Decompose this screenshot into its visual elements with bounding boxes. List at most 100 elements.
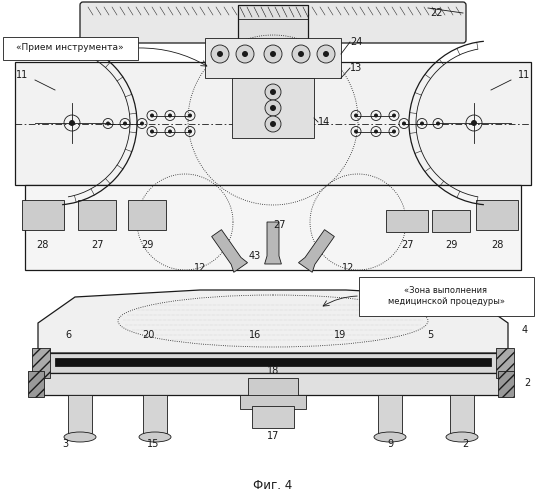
Bar [450,395,474,433]
Circle shape [211,45,229,63]
Text: 43: 43 [249,251,261,261]
Circle shape [168,114,172,117]
Bar [238,5,308,62]
Bar [45,353,501,373]
Circle shape [270,51,276,57]
Circle shape [140,122,144,126]
Bar [42,373,504,395]
Circle shape [392,114,396,117]
Text: 18: 18 [267,366,279,376]
Text: 11: 11 [16,70,28,80]
Bar [432,210,470,232]
Bar [232,78,314,138]
Text: 9: 9 [387,439,393,449]
Bar [476,200,518,230]
Text: 2: 2 [462,439,468,449]
Text: 4: 4 [522,325,528,335]
Bar [78,200,116,230]
Circle shape [265,100,281,116]
Text: 22: 22 [430,8,442,18]
Circle shape [217,51,223,57]
Text: 5: 5 [427,330,433,340]
Bar [55,358,491,366]
Circle shape [436,122,440,126]
Circle shape [354,130,358,134]
Text: 20: 20 [142,330,154,340]
Text: 27: 27 [91,240,103,250]
Circle shape [270,121,276,127]
Circle shape [188,114,192,117]
Bar [143,395,167,433]
Polygon shape [38,290,508,353]
Ellipse shape [139,432,171,442]
Bar [68,395,92,433]
Ellipse shape [374,432,406,442]
Bar [252,406,294,428]
Bar [28,371,44,397]
Polygon shape [212,230,247,272]
Circle shape [242,51,248,57]
Text: 17: 17 [267,431,279,441]
Circle shape [420,122,424,126]
Circle shape [374,130,378,134]
Circle shape [106,122,110,126]
Text: 27: 27 [401,240,413,250]
Circle shape [270,89,276,95]
Circle shape [265,84,281,100]
Text: 3: 3 [62,439,68,449]
Circle shape [392,130,396,134]
FancyBboxPatch shape [359,276,533,316]
Text: «Зона выполнения
медицинской процедуры»: «Зона выполнения медицинской процедуры» [388,286,505,306]
Text: 24: 24 [350,37,363,47]
Circle shape [323,51,329,57]
Text: 12: 12 [194,263,206,273]
Text: 28: 28 [36,240,48,250]
Bar [496,348,514,378]
Bar [22,200,64,230]
Circle shape [69,120,75,126]
Circle shape [292,45,310,63]
Bar [498,371,514,397]
Bar [240,395,306,409]
Circle shape [471,120,477,126]
Circle shape [354,114,358,117]
Text: Фиг. 4: Фиг. 4 [253,479,293,492]
Ellipse shape [446,432,478,442]
Text: 15: 15 [147,439,159,449]
Bar [128,200,166,230]
Polygon shape [299,230,334,272]
Text: 19: 19 [334,330,346,340]
Text: 16: 16 [249,330,261,340]
Circle shape [374,114,378,117]
Bar [25,185,521,270]
Text: 27: 27 [274,220,286,230]
Text: «Прием инструмента»: «Прием инструмента» [16,44,124,52]
Text: 6: 6 [65,330,71,340]
Bar [248,378,298,398]
Text: 11: 11 [518,70,530,80]
Text: 29: 29 [141,240,153,250]
Circle shape [150,130,154,134]
Text: 2: 2 [524,378,530,388]
Text: 13: 13 [350,63,362,73]
Text: 1: 1 [518,300,524,310]
Bar [238,5,308,19]
Circle shape [270,105,276,111]
Bar [205,38,341,78]
Text: 12: 12 [342,263,354,273]
FancyBboxPatch shape [80,2,466,43]
Circle shape [317,45,335,63]
Circle shape [150,114,154,117]
Circle shape [168,130,172,134]
Circle shape [188,130,192,134]
Circle shape [265,116,281,132]
Polygon shape [265,222,281,264]
Circle shape [298,51,304,57]
Text: 23: 23 [267,0,279,2]
Ellipse shape [64,432,96,442]
Bar [386,210,428,232]
Bar [15,62,531,185]
Circle shape [236,45,254,63]
FancyBboxPatch shape [3,36,138,60]
Bar [32,348,50,378]
